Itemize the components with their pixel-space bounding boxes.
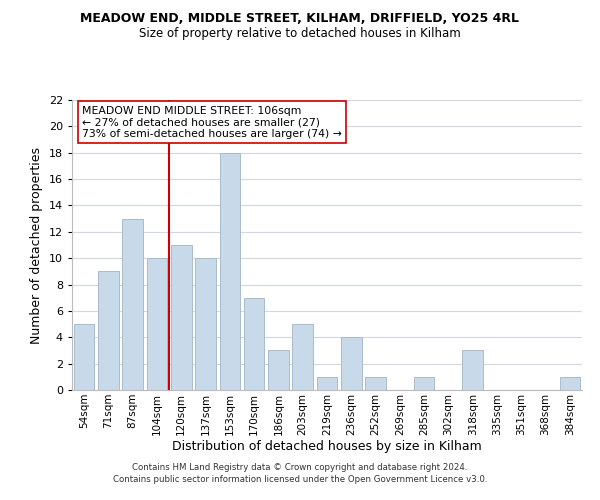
Text: Size of property relative to detached houses in Kilham: Size of property relative to detached ho… bbox=[139, 28, 461, 40]
Bar bbox=[146, 258, 167, 390]
Text: MEADOW END, MIDDLE STREET, KILHAM, DRIFFIELD, YO25 4RL: MEADOW END, MIDDLE STREET, KILHAM, DRIFF… bbox=[80, 12, 520, 26]
Text: Contains HM Land Registry data © Crown copyright and database right 2024.: Contains HM Land Registry data © Crown c… bbox=[132, 464, 468, 472]
Bar bbox=[317, 377, 337, 390]
Bar bbox=[122, 218, 143, 390]
Bar bbox=[268, 350, 289, 390]
Bar bbox=[244, 298, 265, 390]
X-axis label: Distribution of detached houses by size in Kilham: Distribution of detached houses by size … bbox=[172, 440, 482, 454]
Bar bbox=[195, 258, 216, 390]
Bar bbox=[98, 272, 119, 390]
Bar bbox=[220, 152, 240, 390]
Y-axis label: Number of detached properties: Number of detached properties bbox=[30, 146, 43, 344]
Bar bbox=[463, 350, 483, 390]
Bar bbox=[365, 377, 386, 390]
Bar bbox=[171, 245, 191, 390]
Bar bbox=[341, 338, 362, 390]
Bar bbox=[414, 377, 434, 390]
Text: Contains public sector information licensed under the Open Government Licence v3: Contains public sector information licen… bbox=[113, 475, 487, 484]
Bar bbox=[292, 324, 313, 390]
Bar bbox=[74, 324, 94, 390]
Bar bbox=[560, 377, 580, 390]
Text: MEADOW END MIDDLE STREET: 106sqm
← 27% of detached houses are smaller (27)
73% o: MEADOW END MIDDLE STREET: 106sqm ← 27% o… bbox=[82, 106, 342, 139]
